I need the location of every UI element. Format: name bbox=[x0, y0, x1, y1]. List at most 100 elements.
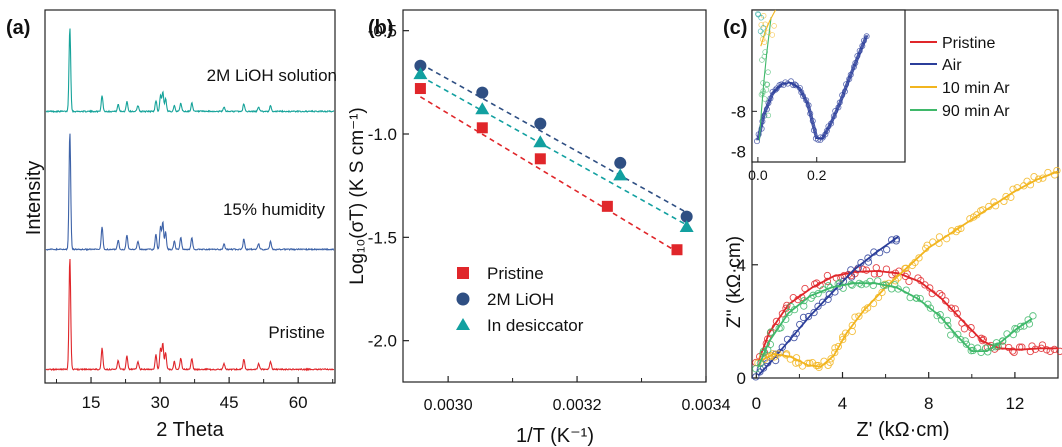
panel-b-frame bbox=[402, 9, 707, 383]
nyquist-point-3 bbox=[926, 304, 935, 312]
point-2m-lioh bbox=[614, 156, 627, 169]
nyquist-point-1 bbox=[814, 302, 822, 310]
point-pristine bbox=[534, 153, 546, 165]
b-ytick-label: -0.5 bbox=[368, 22, 397, 41]
nyquist-point-0 bbox=[772, 317, 781, 326]
nyquist-point-2 bbox=[831, 348, 839, 357]
panel-a-ylabel: Intensity bbox=[23, 161, 45, 235]
inset-point-yellow bbox=[759, 36, 766, 43]
nyquist-point-2 bbox=[834, 342, 842, 351]
nyquist-point-3 bbox=[834, 280, 842, 288]
inset-point-green bbox=[763, 87, 770, 93]
inset-xtick-label: 0.2 bbox=[807, 167, 827, 183]
nyquist-point-0 bbox=[1043, 346, 1051, 354]
nyquist-fit-2 bbox=[760, 170, 1059, 368]
nyquist-point-3 bbox=[999, 337, 1007, 345]
b-ytick-label: -2.0 bbox=[368, 332, 397, 351]
inset-point-green bbox=[761, 96, 768, 102]
c-ytick-label: -8 bbox=[731, 143, 746, 162]
panel-a-label: (a) bbox=[6, 17, 30, 39]
series-label-humidity: 15% humidity bbox=[223, 200, 326, 219]
legend-label-1: 2M LiOH bbox=[487, 290, 554, 309]
legend-label-c-2: 10 min Ar bbox=[942, 80, 1010, 97]
nyquist-point-2 bbox=[782, 350, 791, 358]
nyquist-point-0 bbox=[967, 323, 975, 332]
nyquist-point-1 bbox=[752, 373, 760, 381]
nyquist-point-3 bbox=[857, 280, 866, 289]
point-desiccator bbox=[613, 168, 628, 181]
inset-point-green bbox=[760, 88, 766, 94]
fit-line-0 bbox=[419, 96, 678, 253]
inset-air-fit-2 bbox=[756, 35, 867, 141]
nyquist-point-2 bbox=[839, 335, 847, 344]
nyquist-point-0 bbox=[1056, 347, 1062, 355]
nyquist-point-0 bbox=[888, 271, 896, 279]
nyquist-point-0 bbox=[978, 337, 987, 345]
point-pristine bbox=[476, 122, 488, 134]
inset-point-yellow bbox=[771, 23, 777, 29]
c-ytick-label: 0 bbox=[737, 369, 746, 388]
nyquist-point-0 bbox=[960, 325, 969, 333]
nyquist-point-1 bbox=[792, 329, 800, 338]
nyquist-point-1 bbox=[864, 254, 872, 262]
panel-c-label: (c) bbox=[723, 17, 747, 39]
nyquist-point-3 bbox=[767, 328, 775, 336]
nyquist-point-3 bbox=[800, 297, 808, 305]
b-xtick-label: 0.0030 bbox=[424, 397, 473, 414]
legend-label-c-1: Air bbox=[942, 57, 962, 74]
nyquist-point-0 bbox=[947, 304, 955, 312]
legend-label-2: In desiccator bbox=[487, 316, 584, 335]
b-xtick-label: 0.0034 bbox=[682, 397, 731, 414]
panel-c: (c) 0 4 8 12 0 -4 -8 Pristine Air 10 min Ar 90 mi… bbox=[723, 9, 1062, 441]
nyquist-point-3 bbox=[800, 302, 808, 310]
nyquist-point-1 bbox=[804, 312, 813, 321]
point-pristine bbox=[414, 83, 426, 95]
nyquist-point-2 bbox=[1002, 192, 1010, 201]
inset-frame bbox=[751, 9, 906, 163]
nyquist-point-3 bbox=[869, 281, 877, 290]
c-xtick-label: 12 bbox=[1005, 394, 1024, 413]
inset-point-yellow bbox=[765, 29, 772, 36]
nyquist-point-1 bbox=[799, 313, 808, 322]
series-label-lioh-solution: 2M LiOH solution bbox=[207, 66, 337, 85]
inset-point-teal bbox=[760, 25, 767, 31]
a-xtick-label: 60 bbox=[289, 393, 308, 412]
inset-point-yellow bbox=[761, 39, 768, 45]
nyquist-point-2 bbox=[878, 288, 886, 297]
nyquist-point-3 bbox=[752, 365, 760, 373]
panel-b-ylabel: Log₁₀(σT) (K S cm⁻¹) bbox=[347, 107, 368, 285]
nyquist-point-3 bbox=[947, 331, 955, 339]
nyquist-point-2 bbox=[1053, 166, 1061, 175]
inset-point-teal bbox=[757, 28, 764, 35]
nyquist-point-2 bbox=[827, 355, 835, 363]
nyquist-point-0 bbox=[862, 266, 871, 274]
inset-point-green bbox=[765, 69, 771, 75]
nyquist-point-2 bbox=[1030, 173, 1038, 181]
nyquist-fit-3 bbox=[757, 282, 1033, 368]
inset-xtick-label: 0.0 bbox=[748, 167, 768, 183]
c-xtick-label: 8 bbox=[924, 394, 933, 413]
inset-yellow-tail bbox=[760, 9, 776, 47]
nyquist-point-0 bbox=[1009, 347, 1017, 355]
inset-point-teal bbox=[755, 11, 761, 17]
point-2m-lioh bbox=[414, 59, 427, 72]
b-ytick-label: -1.0 bbox=[368, 125, 397, 144]
nyquist-point-3 bbox=[912, 294, 921, 302]
nyquist-point-1 bbox=[892, 235, 901, 243]
a-xtick-label: 30 bbox=[151, 393, 170, 412]
nyquist-point-1 bbox=[810, 308, 818, 317]
point-desiccator bbox=[679, 220, 694, 232]
point-2m-lioh bbox=[534, 117, 547, 130]
inset-point-air bbox=[772, 86, 779, 93]
c-xtick-label: 0 bbox=[752, 394, 761, 413]
nyquist-point-3 bbox=[848, 281, 856, 289]
panel-a: (a) 15 30 45 60 2M LiOH solution 15% humidi… bbox=[6, 9, 337, 441]
legend-marker-pristine bbox=[457, 267, 469, 279]
nyquist-point-2 bbox=[806, 359, 814, 367]
point-2m-lioh bbox=[680, 210, 693, 223]
nyquist-point-0 bbox=[859, 265, 867, 273]
series-label-pristine: Pristine bbox=[268, 323, 325, 342]
inset-air-fit-1 bbox=[758, 35, 869, 141]
b-xtick-label: 0.0032 bbox=[553, 397, 602, 414]
